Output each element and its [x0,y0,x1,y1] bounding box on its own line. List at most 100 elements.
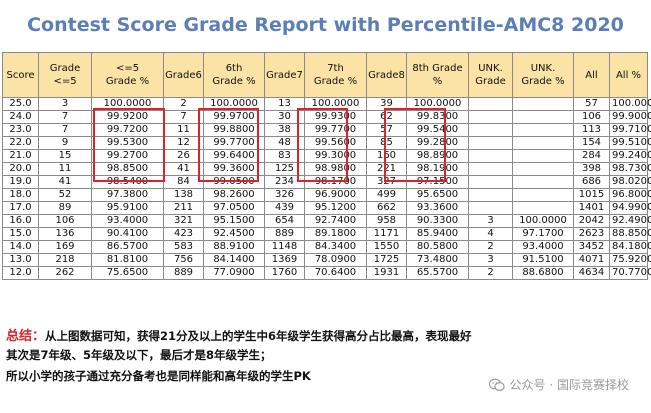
column-header: Score [2,52,39,98]
table-header-row: Score Grade <=5 <=5 Grade % Grade6 6th Grade % G… [2,52,648,98]
table-cell: 3 [38,97,92,111]
table-cell: 99.2800 [406,136,469,150]
table-cell: 99.9700 [203,110,265,124]
column-header: Grade6 [163,52,204,98]
table-cell: 24.0 [2,110,39,124]
table-cell: 99.3600 [203,162,265,176]
table-cell: 70.6400 [304,266,367,280]
table-cell: 4071 [573,253,610,267]
table-cell: 21.0 [2,149,39,163]
table-cell: 113 [573,123,610,137]
table-row: 19.0 41 98.5400 84 99.0500 234 98.1700 327 97.15… [2,175,651,189]
table-cell: 3 [468,214,513,228]
table-cell: 91.5100 [512,253,574,267]
table-cell: 84 [163,175,204,189]
table-cell: 93.4000 [91,214,164,228]
column-header: Grade8 [366,52,407,98]
table-cell: 234 [264,175,305,189]
table-row: 22.0 9 99.5300 12 99.7700 48 99.5600 85 99.2800 1… [2,136,651,150]
table-cell: 14.0 [2,240,39,254]
table-cell: 7 [163,110,204,124]
table-row: 24.0 7 99.9200 7 99.9700 30 99.9300 62 99.8300 10… [2,110,651,124]
table-cell: 41 [163,162,204,176]
table-cell: 1931 [366,266,407,280]
table-cell: 154 [573,136,610,150]
table-cell: 97.1700 [512,227,574,241]
table-row: 12.0 262 75.6500 889 77.0900 1760 70.6400 1931 6… [2,266,651,280]
table-cell: 439 [264,201,305,215]
table-cell: 1725 [366,253,407,267]
table-cell: 1401 [573,201,610,215]
table-cell: 7 [38,110,92,124]
table-cell: 99.9300 [304,110,367,124]
table-cell: 70.7700 [609,266,651,280]
table-cell: 423 [163,227,204,241]
table-cell: 13.0 [2,253,39,267]
table-cell: 62 [366,110,407,124]
table-cell: 89 [38,201,92,215]
table-cell: 326 [264,188,305,202]
table-cell: 100.0000 [91,97,164,111]
summary-lead: 总结： [6,329,46,344]
summary-text-1: 从上图数据可知，获得21分及以上的学生中6年级学生获得高分占比最高，表现最好 [45,329,472,343]
table-cell: 99.6400 [203,149,265,163]
table-cell: 99.3000 [304,149,367,163]
table-cell: 125 [264,162,305,176]
table-cell: 100.0000 [609,97,651,111]
column-header: 7th Grade % [304,52,367,98]
table-cell: 88.6800 [512,266,574,280]
table-cell: 654 [264,214,305,228]
table-cell: 17.0 [2,201,39,215]
table-cell: 99.7100 [609,123,651,137]
table-cell: 98.9800 [304,162,367,176]
table-cell: 99.8800 [203,123,265,137]
table-cell: 95.1200 [304,201,367,215]
watermark: 公众号 · 国际竞赛择校 [488,376,629,393]
summary-line-2: 其次是7年级、5年级及以下，最后才是8年级学生； [6,348,272,362]
table-cell: 327 [366,175,407,189]
table-row: 18.0 52 97.3800 138 98.2600 326 96.9000 499 95.6… [2,188,651,202]
table-cell: 99.9200 [91,110,164,124]
table-cell: 2 [163,97,204,111]
table-row: 14.0 169 86.5700 583 88.9100 1148 84.3400 1550 8… [2,240,651,254]
table-cell: 2623 [573,227,610,241]
column-header: All % [609,52,648,98]
table-cell: 99.5100 [609,136,651,150]
table-cell: 262 [38,266,92,280]
table-cell: 99.0500 [203,175,265,189]
table-cell: 4 [468,227,513,241]
table-cell [468,188,513,202]
table-cell [468,201,513,215]
table-cell: 38 [264,123,305,137]
table-cell: 95.1500 [203,214,265,228]
table-cell: 93.3600 [406,201,469,215]
table-cell: 92.4900 [609,214,651,228]
table-cell: 52 [38,188,92,202]
table-cell: 77.0900 [203,266,265,280]
table-cell: 499 [366,188,407,202]
table-cell: 98.1900 [406,162,469,176]
table-cell: 2042 [573,214,610,228]
table-cell [512,149,574,163]
table-cell: 136 [38,227,92,241]
table-row: 17.0 89 95.9100 211 97.0500 439 95.1200 662 93.3… [2,201,651,215]
table-cell: 88.8500 [609,227,651,241]
table-row: 25.0 3 100.0000 2 100.0000 13 100.0000 39 100.00… [2,97,651,111]
table-cell: 99.7700 [304,123,367,137]
table-cell: 84.3400 [304,240,367,254]
table-cell [468,149,513,163]
table-cell [512,123,574,137]
table-cell [512,97,574,111]
table-cell [468,136,513,150]
table-cell: 756 [163,253,204,267]
table-cell: 98.7300 [609,162,651,176]
table-cell: 95.6500 [406,188,469,202]
table-cell: 15.0 [2,227,39,241]
table-cell [512,188,574,202]
table-cell: 85.9400 [406,227,469,241]
table-cell: 99.9000 [609,110,651,124]
table-cell: 583 [163,240,204,254]
table-cell: 889 [163,266,204,280]
table-cell: 25.0 [2,97,39,111]
table-cell: 30 [264,110,305,124]
